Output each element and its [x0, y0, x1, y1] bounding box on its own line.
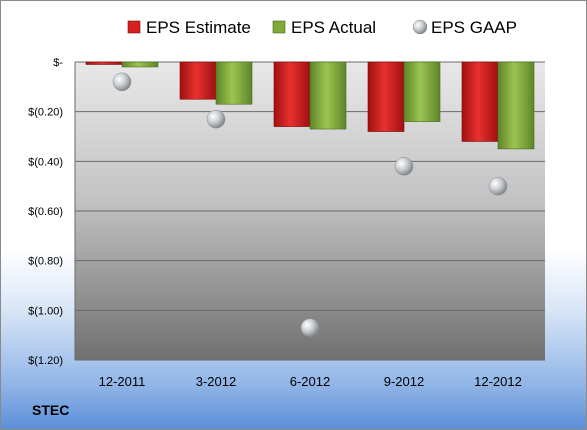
legend-label: EPS Actual: [291, 18, 376, 37]
x-tick-label: 3-2012: [196, 374, 236, 389]
bar-eps-actual: [497, 61, 535, 150]
marker-eps-gaap: [206, 109, 226, 129]
legend-swatch: [412, 19, 428, 35]
y-tick-label: $(0.80): [28, 256, 63, 268]
marker-eps-gaap: [300, 318, 320, 337]
y-tick-label: $(0.40): [28, 156, 63, 168]
bar-eps-estimate: [461, 61, 499, 142]
y-tick-label: $-: [53, 57, 63, 69]
y-tick-label: $(1.20): [28, 355, 63, 367]
x-tick-label: 6-2012: [290, 374, 330, 389]
bar-eps-estimate: [179, 61, 217, 100]
marker-eps-gaap: [394, 157, 414, 176]
bar-eps-actual: [309, 61, 347, 130]
bar-eps-actual: [403, 61, 441, 122]
ticker-label: STEC: [32, 402, 70, 418]
legend-label: EPS GAAP: [431, 18, 517, 37]
bar-eps-actual: [121, 61, 159, 68]
marker-eps-gaap: [112, 72, 132, 92]
x-tick-label: 9-2012: [384, 374, 424, 389]
x-tick-label: 12-2012: [474, 374, 522, 389]
marker-eps-gaap: [488, 176, 508, 196]
bar-eps-estimate: [367, 61, 405, 132]
bar-eps-estimate: [85, 61, 123, 65]
legend-swatch: [127, 20, 141, 34]
y-tick-label: $(1.00): [28, 305, 63, 317]
bar-eps-estimate: [273, 61, 311, 127]
x-tick-label: 12-2011: [99, 374, 146, 389]
legend-swatch: [272, 20, 286, 34]
bar-eps-actual: [215, 61, 253, 105]
y-tick-label: $(0.20): [28, 107, 63, 119]
y-tick-label: $(0.60): [28, 206, 63, 218]
legend-label: EPS Estimate: [146, 18, 251, 37]
